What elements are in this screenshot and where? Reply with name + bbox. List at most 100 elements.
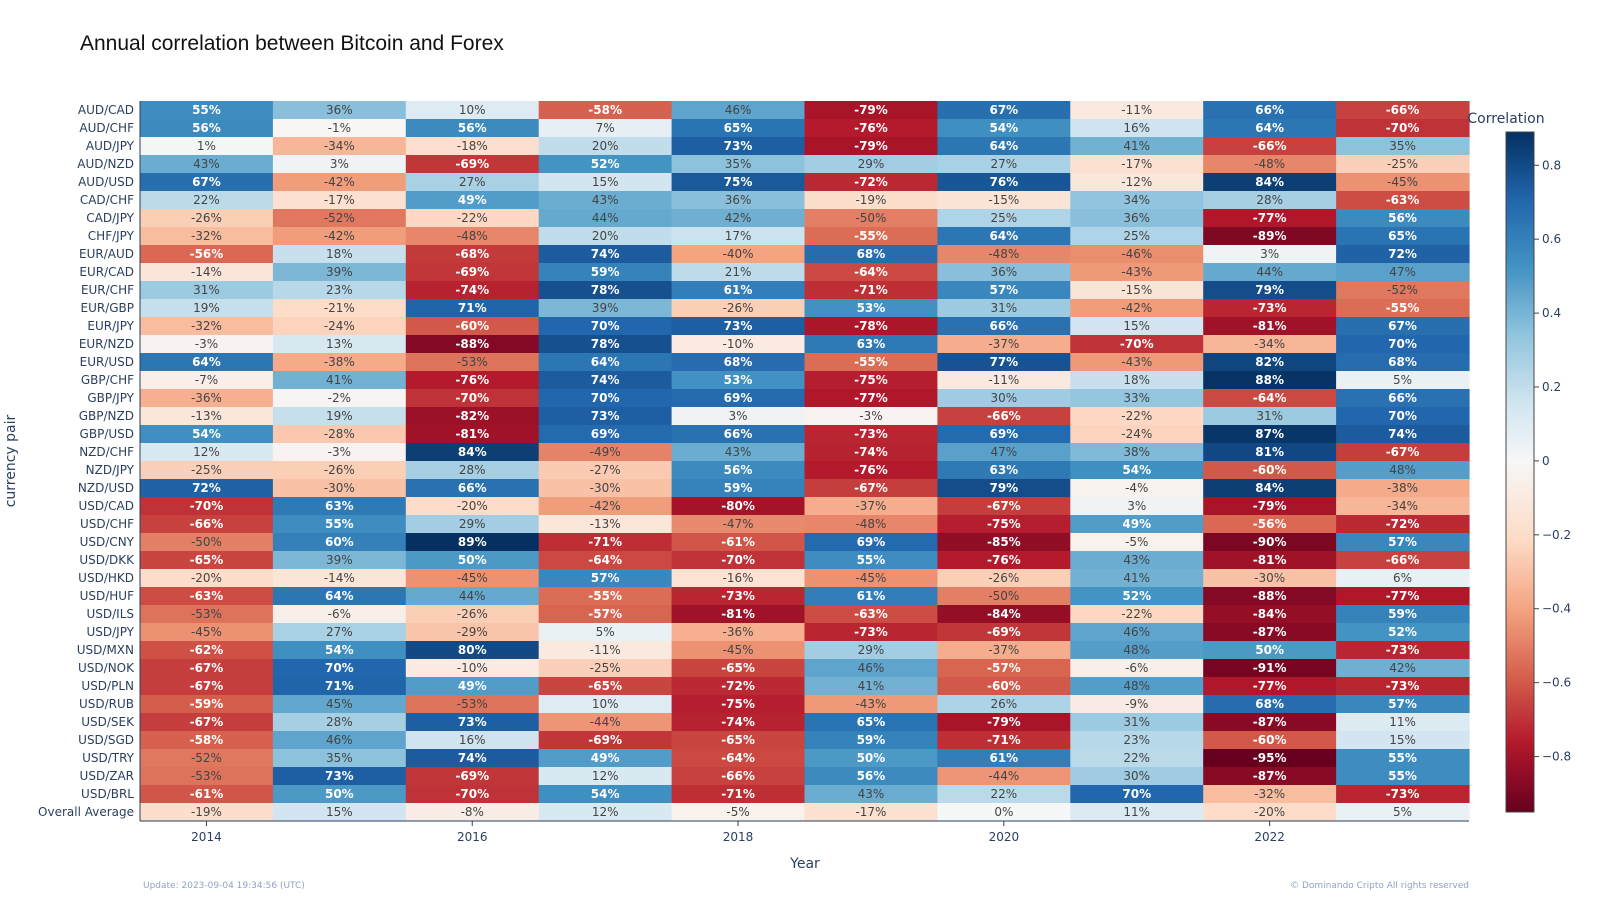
heatmap-cell[interactable] [671, 785, 806, 804]
heatmap-cell[interactable] [1203, 317, 1337, 336]
heatmap-cell[interactable] [1070, 155, 1204, 174]
heatmap-cell[interactable] [140, 353, 274, 372]
heatmap-cell[interactable] [804, 281, 939, 300]
heatmap-cell[interactable] [405, 425, 540, 444]
heatmap-cell[interactable] [1336, 713, 1470, 732]
heatmap-cell[interactable] [937, 569, 1071, 588]
heatmap-cell[interactable] [1203, 569, 1337, 588]
heatmap-cell[interactable] [140, 137, 274, 156]
heatmap-cell[interactable] [671, 641, 806, 660]
heatmap-cell[interactable] [538, 389, 673, 408]
heatmap-cell[interactable] [671, 677, 806, 696]
heatmap-cell[interactable] [1203, 749, 1337, 768]
heatmap-cell[interactable] [937, 137, 1071, 156]
heatmap-cell[interactable] [272, 137, 407, 156]
heatmap-cell[interactable] [671, 263, 806, 282]
heatmap-cell[interactable] [140, 767, 274, 786]
heatmap-cell[interactable] [1203, 137, 1337, 156]
heatmap-cell[interactable] [405, 713, 540, 732]
heatmap-cell[interactable] [671, 137, 806, 156]
heatmap-cell[interactable] [1203, 461, 1337, 480]
heatmap-cell[interactable] [405, 695, 540, 714]
heatmap-cell[interactable] [272, 677, 407, 696]
heatmap-cell[interactable] [272, 623, 407, 642]
heatmap-cell[interactable] [272, 317, 407, 336]
heatmap-cell[interactable] [405, 173, 540, 192]
heatmap-cell[interactable] [1203, 479, 1337, 498]
heatmap-cell[interactable] [804, 407, 939, 426]
heatmap-cell[interactable] [1203, 245, 1337, 264]
heatmap-cell[interactable] [937, 299, 1071, 318]
heatmap-cell[interactable] [1070, 353, 1204, 372]
heatmap-cell[interactable] [1203, 659, 1337, 678]
heatmap-cell[interactable] [804, 299, 939, 318]
heatmap-cell[interactable] [937, 695, 1071, 714]
heatmap-cell[interactable] [671, 245, 806, 264]
heatmap-cell[interactable] [1070, 299, 1204, 318]
heatmap-cell[interactable] [671, 119, 806, 138]
heatmap-cell[interactable] [671, 461, 806, 480]
heatmap-cell[interactable] [405, 245, 540, 264]
heatmap-cell[interactable] [405, 659, 540, 678]
heatmap-cell[interactable] [1336, 785, 1470, 804]
heatmap-cell[interactable] [804, 317, 939, 336]
heatmap-cell[interactable] [1070, 713, 1204, 732]
heatmap-cell[interactable] [1203, 173, 1337, 192]
heatmap-cell[interactable] [671, 317, 806, 336]
heatmap-cell[interactable] [272, 695, 407, 714]
heatmap-cell[interactable] [1203, 299, 1337, 318]
heatmap-cell[interactable] [1203, 119, 1337, 138]
heatmap-cell[interactable] [937, 551, 1071, 570]
heatmap-cell[interactable] [804, 461, 939, 480]
heatmap-cell[interactable] [1203, 695, 1337, 714]
heatmap-cell[interactable] [405, 767, 540, 786]
heatmap-cell[interactable] [671, 371, 806, 390]
heatmap-cell[interactable] [272, 713, 407, 732]
heatmap-cell[interactable] [671, 227, 806, 246]
heatmap-cell[interactable] [140, 119, 274, 138]
heatmap-cell[interactable] [671, 173, 806, 192]
heatmap-cell[interactable] [1070, 389, 1204, 408]
heatmap-cell[interactable] [272, 605, 407, 624]
heatmap-cell[interactable] [1070, 767, 1204, 786]
heatmap-cell[interactable] [140, 299, 274, 318]
heatmap-cell[interactable] [405, 461, 540, 480]
heatmap-cell[interactable] [1336, 623, 1470, 642]
heatmap-cell[interactable] [804, 173, 939, 192]
heatmap-cell[interactable] [405, 101, 540, 120]
heatmap-cell[interactable] [937, 353, 1071, 372]
heatmap-cell[interactable] [538, 731, 673, 750]
heatmap-cell[interactable] [1070, 191, 1204, 210]
heatmap-cell[interactable] [405, 407, 540, 426]
heatmap-cell[interactable] [272, 461, 407, 480]
heatmap-cell[interactable] [1336, 353, 1470, 372]
heatmap-cell[interactable] [272, 641, 407, 660]
heatmap-cell[interactable] [1070, 659, 1204, 678]
heatmap-cell[interactable] [1203, 515, 1337, 534]
heatmap-cell[interactable] [1070, 605, 1204, 624]
heatmap-cell[interactable] [1203, 623, 1337, 642]
heatmap-cell[interactable] [804, 767, 939, 786]
heatmap-cell[interactable] [405, 497, 540, 516]
heatmap-cell[interactable] [538, 101, 673, 120]
heatmap-cell[interactable] [538, 713, 673, 732]
heatmap-cell[interactable] [405, 263, 540, 282]
heatmap-cell[interactable] [804, 731, 939, 750]
heatmap-cell[interactable] [937, 191, 1071, 210]
heatmap-cell[interactable] [1070, 371, 1204, 390]
heatmap-cell[interactable] [272, 587, 407, 606]
heatmap-cell[interactable] [1336, 659, 1470, 678]
heatmap-cell[interactable] [405, 137, 540, 156]
heatmap-cell[interactable] [804, 605, 939, 624]
heatmap-cell[interactable] [538, 551, 673, 570]
heatmap-cell[interactable] [1203, 407, 1337, 426]
heatmap-cell[interactable] [140, 659, 274, 678]
heatmap-cell[interactable] [272, 749, 407, 768]
heatmap-cell[interactable] [1336, 515, 1470, 534]
heatmap-cell[interactable] [405, 389, 540, 408]
heatmap-cell[interactable] [272, 533, 407, 552]
heatmap-cell[interactable] [804, 641, 939, 660]
heatmap-cell[interactable] [538, 659, 673, 678]
heatmap-cell[interactable] [1070, 245, 1204, 264]
heatmap-cell[interactable] [804, 713, 939, 732]
